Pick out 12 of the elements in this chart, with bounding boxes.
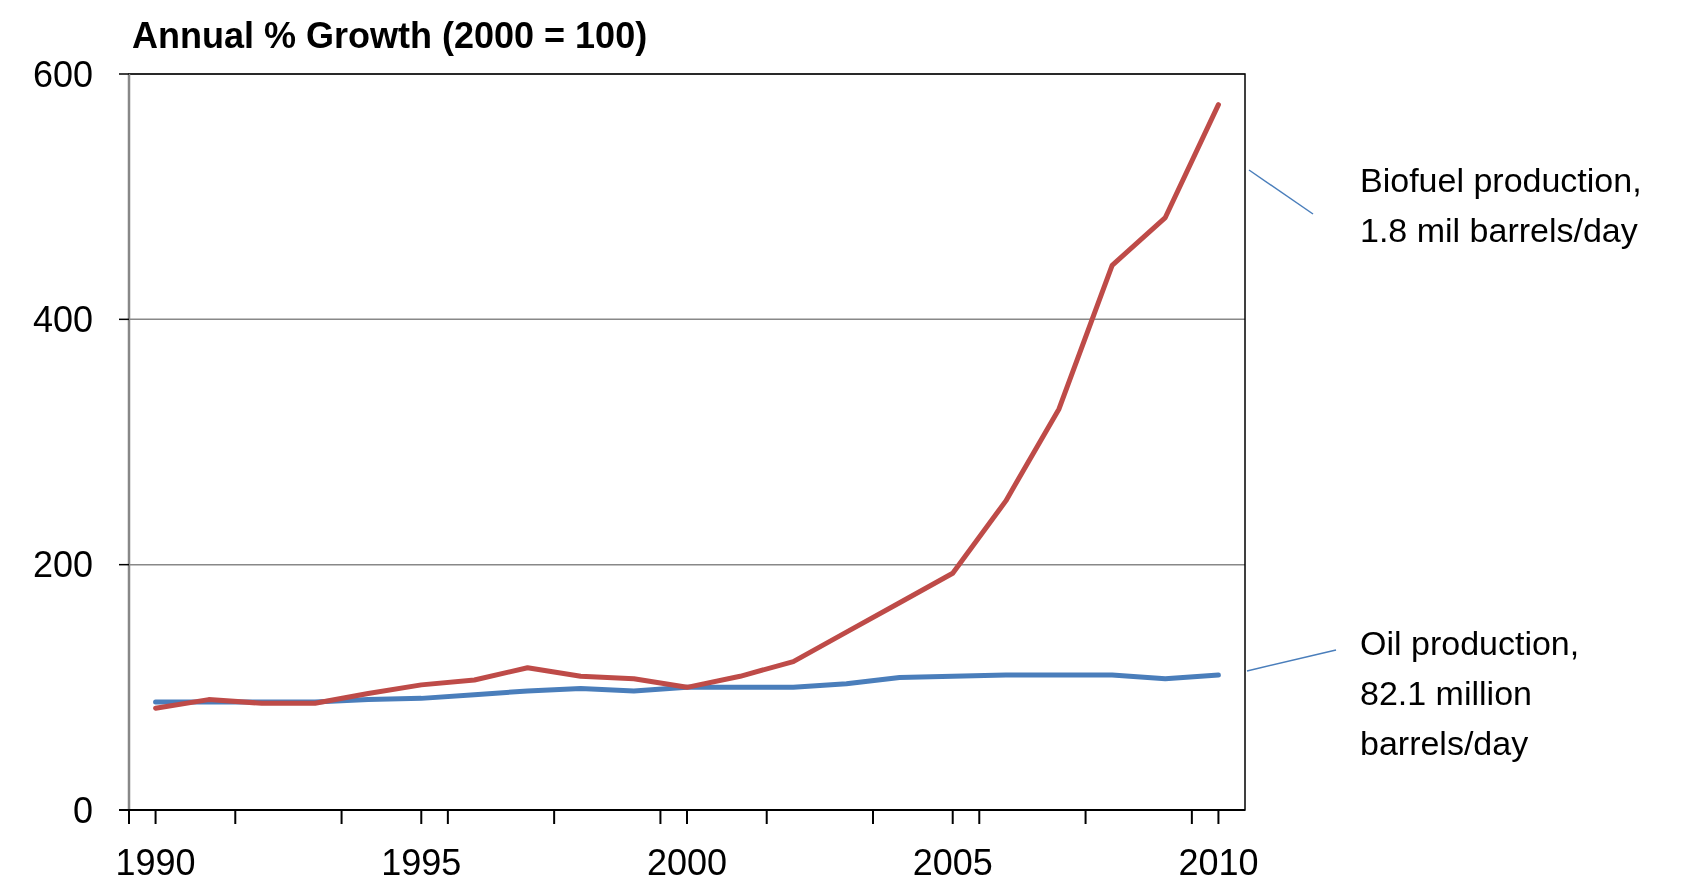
text: Biofuel production, 1.8 mil barrels/day [1360, 161, 1642, 249]
y-tick-label: 400 [32, 298, 93, 340]
y-tick-label: 0 [72, 789, 93, 831]
x-tick-label: 1995 [381, 842, 462, 883]
x-tick-label: 2000 [646, 842, 728, 883]
y-tick-label: 600 [32, 53, 93, 95]
text: Oil production, 82.1 million barrels/day [1360, 624, 1580, 762]
x-tick-label: 2005 [912, 842, 993, 883]
x-tick-label: 1990 [115, 842, 196, 883]
y-tick-label: 200 [32, 544, 93, 586]
x-tick-label: 2010 [1178, 842, 1259, 883]
chart-title: Annual % Growth (2000 = 100) [132, 15, 648, 56]
